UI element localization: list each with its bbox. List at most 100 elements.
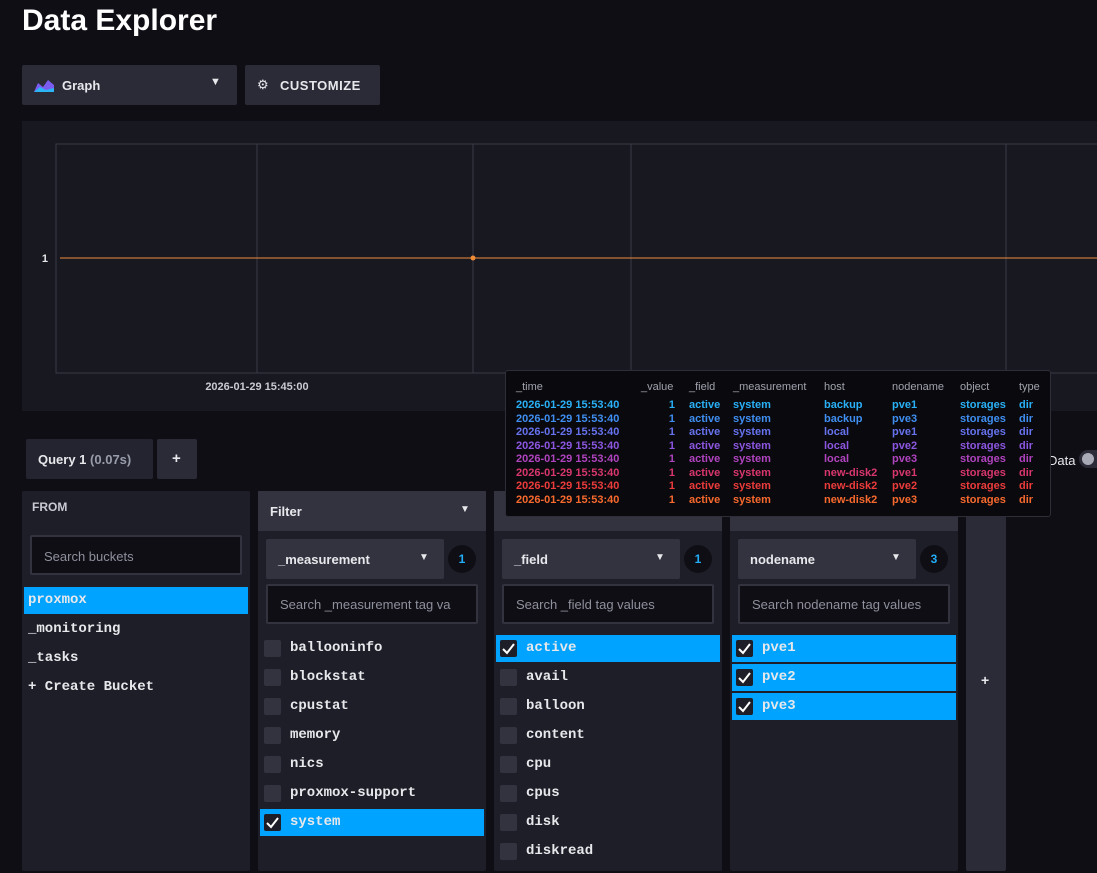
check-mark xyxy=(502,643,515,655)
add-column-button[interactable]: + xyxy=(966,491,1006,871)
checkbox[interactable] xyxy=(500,843,517,860)
value-item[interactable]: cpustat xyxy=(260,693,484,720)
value-label: cpu xyxy=(526,756,552,772)
from-label: FROM xyxy=(32,500,68,514)
value-item[interactable]: diskread xyxy=(496,838,720,865)
bucket-item[interactable]: _tasks xyxy=(24,645,248,672)
tooltip-cell: 1 xyxy=(668,412,675,425)
tooltip-cell: pve1 xyxy=(892,466,918,479)
tooltip-cell: storages xyxy=(960,453,1006,465)
value-label: ballooninfo xyxy=(290,640,383,656)
value-item[interactable]: memory xyxy=(260,722,484,749)
value-item[interactable]: proxmox-support xyxy=(260,780,484,807)
key-dropdown[interactable]: _field ▼ xyxy=(502,539,680,579)
tooltip-cell: 2026-01-29 15:53:40 xyxy=(516,426,620,438)
tooltip-cell: active xyxy=(689,399,721,411)
checkbox[interactable] xyxy=(264,698,281,715)
value-item[interactable]: content xyxy=(496,722,720,749)
value-label: system xyxy=(290,814,341,830)
tooltip-cell: storages xyxy=(960,466,1006,479)
key-dropdown[interactable]: nodename ▼ xyxy=(738,539,916,579)
value-label: pve2 xyxy=(762,669,796,685)
tooltip-cell: backup xyxy=(824,399,863,411)
view-dropdown[interactable]: Graph ▼ xyxy=(22,65,237,105)
tooltip-cell: 2026-01-29 15:53:40 xyxy=(516,466,620,479)
tooltip-cell: storages xyxy=(960,399,1006,411)
filter-header[interactable]: Filter ▼ xyxy=(258,491,486,531)
value-label: pve3 xyxy=(762,698,796,714)
checkbox[interactable] xyxy=(264,814,281,831)
gear-icon: ⚙ xyxy=(257,77,269,92)
value-item[interactable]: balloon xyxy=(496,693,720,720)
value-item[interactable]: pve1 xyxy=(732,635,956,662)
caret: ▼ xyxy=(210,76,221,88)
value-label: active xyxy=(526,640,577,656)
check-mark xyxy=(738,672,751,684)
checkbox[interactable] xyxy=(264,727,281,744)
value-search[interactable]: Search nodename tag values xyxy=(738,584,950,624)
checkbox[interactable] xyxy=(264,640,281,657)
value-item[interactable]: active xyxy=(496,635,720,662)
value-search[interactable]: Search _measurement tag va xyxy=(266,584,478,624)
add-query-button[interactable]: + xyxy=(157,439,197,479)
tooltip-cell: 1 xyxy=(668,439,675,452)
checkbox[interactable] xyxy=(500,756,517,773)
checkbox[interactable] xyxy=(264,756,281,773)
value-item[interactable]: blockstat xyxy=(260,664,484,691)
bucket-search[interactable]: Search buckets xyxy=(30,535,242,575)
value-item[interactable]: ballooninfo xyxy=(260,635,484,662)
filter-header-label: Filter xyxy=(270,504,302,519)
key-label: _measurement xyxy=(278,552,370,567)
tooltip-cell: storages xyxy=(960,480,1006,492)
checkbox[interactable] xyxy=(500,640,517,657)
value-search[interactable]: Search _field tag values xyxy=(502,584,714,624)
filter-column: Filter ▼ _measurement ▼ 1 Search _measurement… xyxy=(258,491,486,871)
count-badge: 1 xyxy=(448,545,476,573)
checkbox[interactable] xyxy=(500,727,517,744)
tooltip-cell: new-disk2 xyxy=(824,480,878,492)
bucket-name: proxmox xyxy=(28,592,87,608)
tooltip-cell: active xyxy=(689,453,721,465)
key-dropdown[interactable]: _measurement ▼ xyxy=(266,539,444,579)
value-item[interactable]: cpu xyxy=(496,751,720,778)
value-item[interactable]: nics xyxy=(260,751,484,778)
tooltip-header: _measurement xyxy=(733,381,807,393)
checkbox[interactable] xyxy=(500,785,517,802)
checkbox[interactable] xyxy=(264,669,281,686)
tooltip-cell: dir xyxy=(1019,480,1034,492)
value-item[interactable]: disk xyxy=(496,809,720,836)
tooltip-header: host xyxy=(824,381,845,393)
checkbox[interactable] xyxy=(264,785,281,802)
tooltip-header: _value xyxy=(641,381,674,393)
value-item[interactable]: system xyxy=(260,809,484,836)
count-value: 1 xyxy=(458,552,466,566)
tooltip-cell: dir xyxy=(1019,466,1034,479)
tooltip-cell: 2026-01-29 15:53:40 xyxy=(516,453,620,465)
checkbox[interactable] xyxy=(500,669,517,686)
value-label: disk xyxy=(526,814,560,830)
view-label: Graph xyxy=(62,78,101,93)
query-tab[interactable]: Query 1 (0.07s) xyxy=(26,439,153,479)
value-item[interactable]: cpus xyxy=(496,780,720,807)
add-query-label: + xyxy=(172,450,181,467)
caret: ▼ xyxy=(419,552,429,563)
checkbox[interactable] xyxy=(736,669,753,686)
checkbox[interactable] xyxy=(500,698,517,715)
checkbox[interactable] xyxy=(500,814,517,831)
value-item[interactable]: pve3 xyxy=(732,693,956,720)
tooltip-cell: system xyxy=(733,466,771,479)
customize-button[interactable]: ⚙ CUSTOMIZE xyxy=(245,65,380,105)
caret: ▼ xyxy=(891,552,901,563)
graph-panel: 1 2026-01-29 15:45:00 xyxy=(22,121,1097,411)
tooltip-cell: local xyxy=(824,426,850,438)
checkbox[interactable] xyxy=(736,698,753,715)
bucket-item[interactable]: _monitoring xyxy=(24,616,248,643)
raw-data-toggle[interactable] xyxy=(1079,450,1097,468)
create-bucket[interactable]: + Create Bucket xyxy=(28,679,155,695)
tooltip-cell: new-disk2 xyxy=(824,493,878,506)
checkbox[interactable] xyxy=(736,640,753,657)
bucket-item[interactable]: proxmox xyxy=(24,587,248,614)
value-item[interactable]: pve2 xyxy=(732,664,956,691)
value-item[interactable]: avail xyxy=(496,664,720,691)
